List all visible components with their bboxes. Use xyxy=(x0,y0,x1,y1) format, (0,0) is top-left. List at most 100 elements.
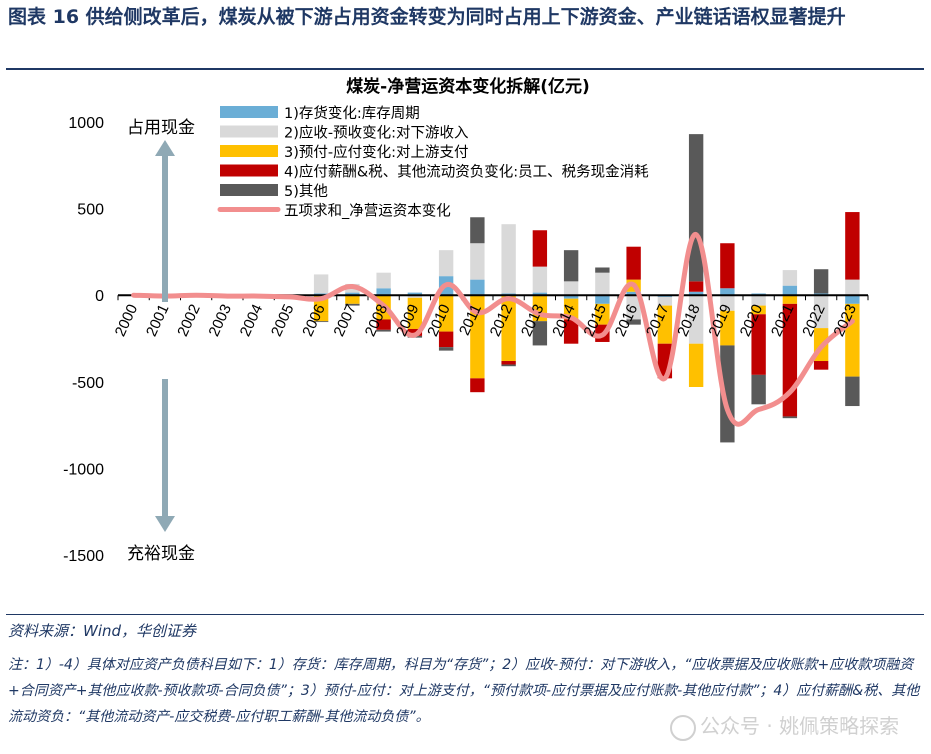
bar-segment xyxy=(470,295,485,379)
bar-segment xyxy=(751,305,766,315)
bar-segment xyxy=(345,295,360,304)
bar-segment xyxy=(407,297,423,329)
chart-title: 煤炭-净营运资本变化拆解(亿元) xyxy=(346,76,590,97)
bar-segment xyxy=(470,378,485,393)
annotation-ample-cash: 充裕现金 xyxy=(127,544,195,564)
bar-segment xyxy=(657,305,673,344)
bar-segment xyxy=(688,295,704,344)
bar-segment xyxy=(688,343,704,387)
bar-segment xyxy=(376,288,391,296)
x-tick-label: 2001 xyxy=(143,302,173,339)
x-tick-label: 2005 xyxy=(268,302,298,339)
bar-segment xyxy=(782,270,798,286)
y-axis: 1000 500 0 -500 -1000 -1500 xyxy=(63,115,104,565)
bar-segment xyxy=(845,376,860,407)
down-arrow-shaft xyxy=(162,379,168,519)
bar-segment xyxy=(563,295,579,299)
title-divider xyxy=(6,68,924,70)
wechat-icon xyxy=(670,714,696,741)
bar-segment xyxy=(532,321,548,346)
y-tick-label: 1000 xyxy=(68,115,104,132)
bar-segment xyxy=(688,281,704,292)
x-tick-label: 2007 xyxy=(330,302,360,339)
y-tick-label: 0 xyxy=(95,288,104,305)
bar-segment xyxy=(782,295,798,304)
watermark-text: 公众号 · 姚佩策略探索 xyxy=(700,714,900,738)
bar-segment xyxy=(688,291,704,296)
bar-segment xyxy=(345,303,360,306)
bar-segment xyxy=(563,298,579,320)
bar-segment xyxy=(720,310,735,346)
bar-segment xyxy=(751,374,766,405)
bar-segment xyxy=(313,295,329,322)
bar-segment xyxy=(532,230,548,267)
bar-segment xyxy=(782,285,798,296)
watermark: 公众号 · 姚佩策略探索 xyxy=(670,710,899,741)
x-tick-label: 2004 xyxy=(237,302,267,339)
bar-segment xyxy=(813,295,829,329)
bar-segment xyxy=(563,250,579,282)
bar-segment xyxy=(813,361,829,370)
bar-segment xyxy=(532,292,548,296)
x-tick-label: 2003 xyxy=(205,302,235,339)
legend: 1)存货变化:库存周期 2)应收-预收变化:对下游收入3)预付-应付变化:对上游支… xyxy=(217,105,649,220)
legend-label: 3)预付-应付变化:对上游支付 xyxy=(284,143,469,161)
bar-segment xyxy=(657,296,673,306)
bar-segment xyxy=(782,416,798,419)
source-divider xyxy=(6,614,924,615)
bar-segment xyxy=(595,267,610,273)
bar-segment xyxy=(595,303,610,325)
bar-segment xyxy=(813,269,829,294)
legend-swatch xyxy=(220,106,278,118)
bar-segment xyxy=(626,246,641,280)
x-tick-label: 2002 xyxy=(174,302,204,339)
bar-segment xyxy=(407,292,423,296)
bar-segment xyxy=(720,243,735,289)
bar-segment xyxy=(751,314,766,375)
bar-segment xyxy=(438,331,454,348)
bar-segment xyxy=(407,295,423,298)
bar-segment xyxy=(376,319,391,330)
figure-title: 图表 16 供给侧改革后，煤炭从被下游占用资金转变为同时占用上下游资金、产业链话… xyxy=(8,6,846,28)
bar-segment xyxy=(595,295,610,304)
up-arrow-shaft xyxy=(162,154,168,302)
bar-segment xyxy=(626,319,641,325)
bar-segment xyxy=(501,224,516,294)
bar-segment xyxy=(313,321,329,323)
x-axis-labels: 2000 2001 2002 2003 2004 2005 2006 2007 2008 2009… xyxy=(112,302,860,339)
y-tick-label: 500 xyxy=(77,202,104,219)
bar-segment xyxy=(345,292,360,296)
bar-segment xyxy=(376,329,391,332)
bar-segment xyxy=(438,295,454,332)
legend-label: 1)存货变化:库存周期 xyxy=(284,105,420,122)
bar-segment xyxy=(532,266,548,293)
bar-segment xyxy=(438,347,454,351)
bar-segment xyxy=(376,272,391,289)
up-arrow-icon xyxy=(155,140,175,156)
bar-segment xyxy=(313,274,329,294)
sum-line xyxy=(131,232,855,427)
bar-segment xyxy=(438,250,454,277)
legend-label: 5)其他 xyxy=(284,183,328,200)
bar-segment xyxy=(563,281,579,296)
y-tick-label: -500 xyxy=(72,375,104,392)
bar-segment xyxy=(845,279,860,296)
legend-label: 五项求和_净营运资本变化 xyxy=(284,203,451,220)
source-text: 资料来源：Wind，华创证券 xyxy=(8,622,197,640)
bar-segment xyxy=(470,279,485,296)
down-arrow-icon xyxy=(155,516,175,532)
chart: 煤炭-净营运资本变化拆解(亿元) 10005000-500-1000-1500 … xyxy=(63,76,869,565)
legend-label: 4)应付薪酬&税、其他流动资负变化:员工、税务现金消耗 xyxy=(284,163,649,181)
legend-swatch xyxy=(220,184,278,196)
bar-segment xyxy=(470,243,485,280)
note-text: 注：1）-4）具体对应资产负债科目如下：1）存货：库存周期，科目为“存货”；2）… xyxy=(8,657,920,725)
x-tick-label: 2000 xyxy=(112,302,142,339)
bar-segment xyxy=(720,288,735,296)
bar-segment xyxy=(845,212,860,280)
bar-segment xyxy=(626,295,641,320)
bar-segment xyxy=(501,361,516,365)
bar-segment xyxy=(563,319,579,344)
bar-segment xyxy=(595,272,610,296)
legend-swatch xyxy=(220,145,278,157)
y-tick-label: -1000 xyxy=(63,461,104,478)
